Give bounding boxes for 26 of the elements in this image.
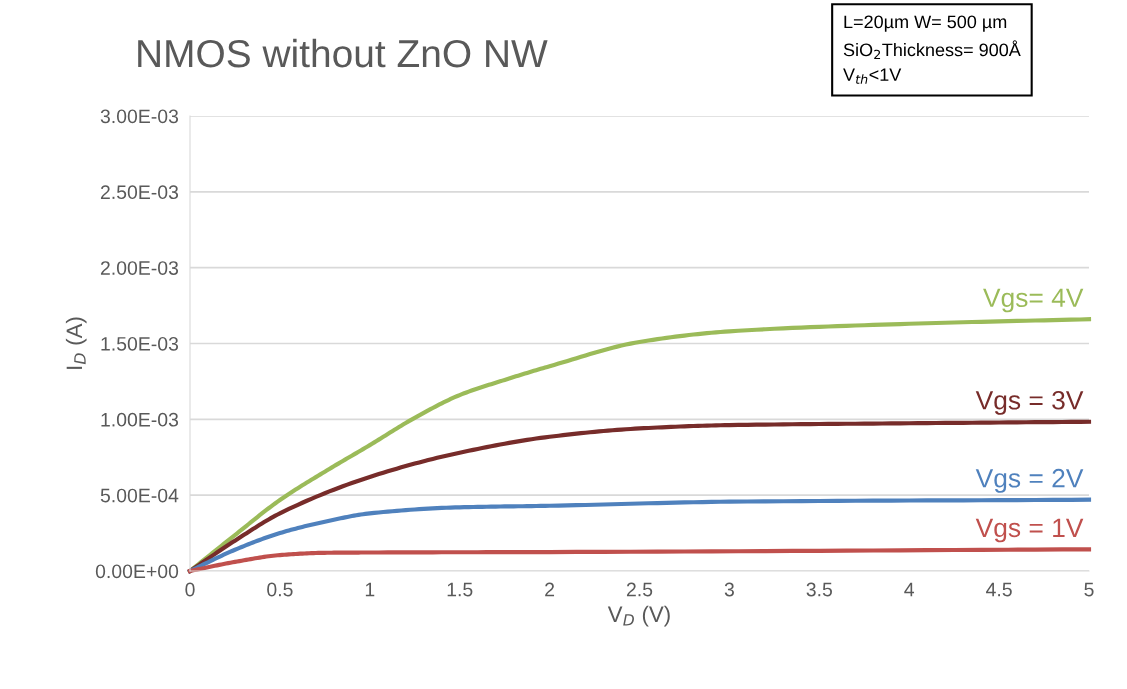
x-tick-label: 1 [365,582,375,597]
x-tick-label: 3.5 [806,582,832,597]
y-tick-label: 1.00E-03 [101,412,179,427]
x-tick-label: 2 [545,582,555,597]
x-tick-label: 4.5 [986,582,1012,597]
y-tick-label: 2.50E-03 [100,185,179,200]
chart-title: NMOS without ZnO NW [138,38,548,68]
y-tick-label: 2.00E-03 [100,261,179,275]
x-tick-label: 3 [724,582,734,597]
y-tick-label: 1.50E-03 [101,336,179,351]
x-tick-label: 0.5 [267,582,293,597]
y-tick-label: 3.00E-03 [100,109,179,124]
series-label: Vgs= 4V [983,288,1084,313]
y-axis-title: I$_{D}$ (A) [65,317,87,369]
series-label: Vgs = 3V [975,390,1084,415]
x-axis-title: V$_{D}$ (V) [607,605,670,627]
x-tick-label: 5 [1084,582,1094,597]
x-tick-label: 1.5 [447,582,473,597]
x-tick-label: 0 [185,582,195,597]
series-label: Vgs = 2V [975,468,1084,493]
series-label: Vgs = 1V [975,518,1084,543]
text: L=20µm W= 500 µm SiO$_{2}$Thickness= 900Å V$_{th}$<1V [843,15,1021,84]
x-tick-label: 4 [904,582,915,597]
y-tick-label: 5.00E-04 [100,488,179,503]
y-tick-label: 0.00E+00 [95,564,179,579]
x-tick-label: 2.5 [626,582,653,597]
